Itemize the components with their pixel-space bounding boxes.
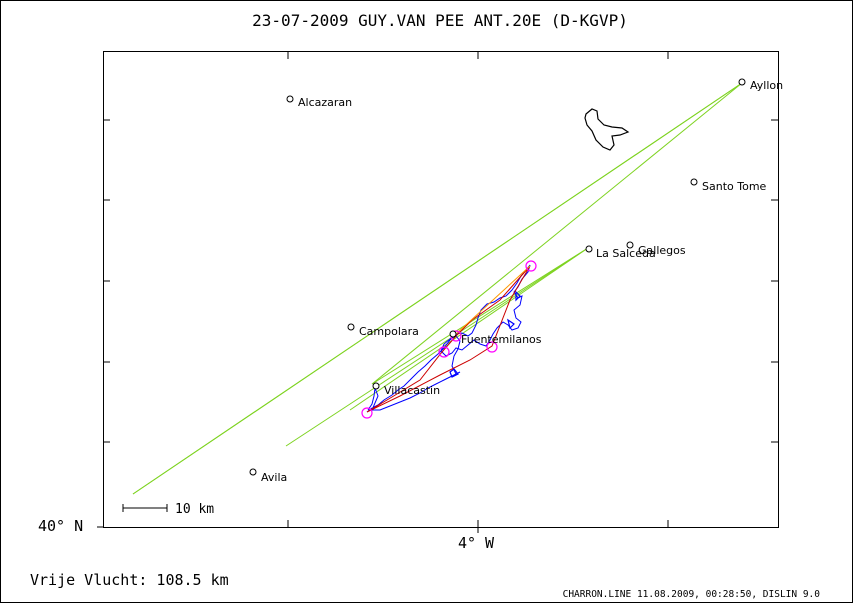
distance-label: Vrije Vlucht: 108.5 km xyxy=(30,571,229,589)
place-marker-ayllon xyxy=(738,78,746,86)
scale-label: 10 km xyxy=(175,502,214,517)
place-label-villacastin: Villacastin xyxy=(384,384,440,397)
place-marker-avila xyxy=(249,468,257,476)
place-marker-campolara xyxy=(347,323,355,331)
thermal-circles xyxy=(449,290,521,378)
place-labels: Ayllon Alcazaran Santo Tome Gallegos La … xyxy=(261,79,783,484)
place-marker-villacastin xyxy=(372,382,380,390)
flight-track xyxy=(366,264,531,413)
plot-frame xyxy=(103,51,779,528)
latitude-label: 40° N xyxy=(38,517,83,535)
task-lines xyxy=(132,82,743,495)
turnpoint-circles xyxy=(361,260,537,419)
route-leg-orange xyxy=(455,265,531,335)
place-label-campolara: Campolara xyxy=(359,325,419,338)
place-marker-la-salceda xyxy=(585,245,593,253)
place-marker-fuentemilanos xyxy=(449,330,457,338)
top-bottom-ticks xyxy=(287,52,669,533)
place-markers xyxy=(249,78,746,476)
scale-bar xyxy=(122,504,168,512)
scored-route xyxy=(366,265,531,413)
place-label-la-salceda: La Salceda xyxy=(596,247,656,260)
credits-label: CHARRON.LINE 11.08.2009, 00:28:50, DISLI… xyxy=(563,589,821,600)
map-title: 23-07-2009 GUY.VAN PEE ANT.20E (D-KGVP) xyxy=(252,11,628,30)
place-label-gallegos: Gallegos xyxy=(638,244,686,257)
lake-outline xyxy=(584,108,630,151)
place-marker-alcazaran xyxy=(286,95,294,103)
place-marker-gallegos xyxy=(626,241,634,249)
place-label-santo-tome: Santo Tome xyxy=(702,180,767,193)
right-ticks xyxy=(771,119,778,443)
place-label-ayllon: Ayllon xyxy=(750,79,783,92)
place-label-alcazaran: Alcazaran xyxy=(298,96,352,109)
left-ticks xyxy=(97,119,110,528)
place-marker-santo-tome xyxy=(690,178,698,186)
longitude-label: 4° W xyxy=(458,534,495,552)
place-label-avila: Avila xyxy=(261,471,287,484)
place-label-fuentemilanos: Fuentemilanos xyxy=(461,333,542,346)
